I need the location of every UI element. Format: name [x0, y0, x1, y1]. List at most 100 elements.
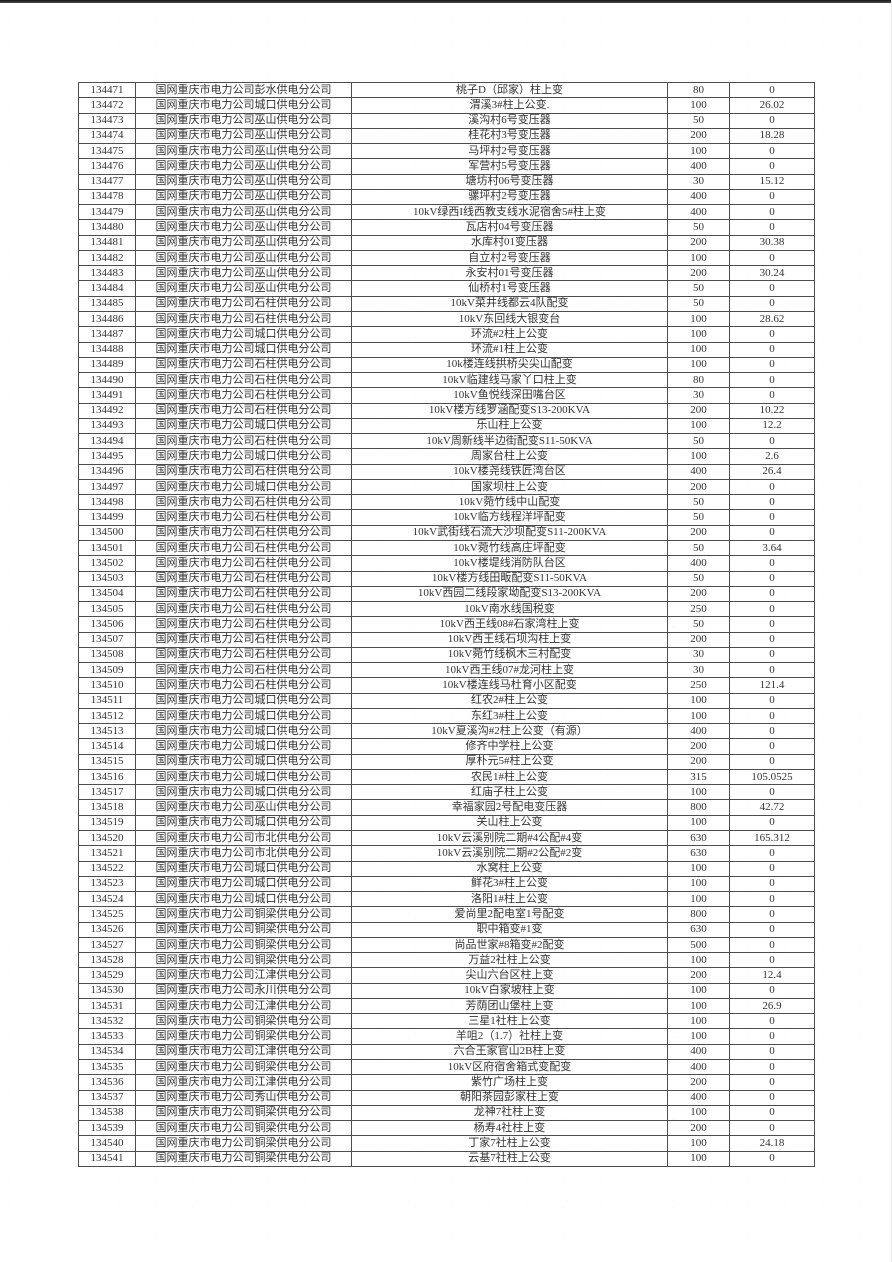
cell-device-name: 10kV楼方线田畈配变S11-50KVA	[351, 570, 668, 587]
table-row: 134485 国网重庆市电力公司石柱供电分公司 10kV菜井线都云4队配变 50 0	[78, 295, 815, 312]
cell-capacity: 100	[667, 97, 730, 114]
cell-metric: 0	[729, 387, 815, 404]
cell-capacity: 630	[667, 830, 730, 847]
cell-record-id: 134524	[78, 891, 136, 908]
table-row: 134482 国网重庆市电力公司巫山供电分公司 自立村2号变压器 100 0	[78, 249, 815, 267]
cell-capacity: 100	[667, 1135, 730, 1152]
cell-device-name: 10kV白家坡柱上变	[351, 982, 668, 999]
cell-record-id: 134489	[78, 356, 136, 374]
cell-device-name: 10kV东回线大银变台	[351, 310, 668, 328]
table-row: 134518 国网重庆市电力公司巫山供电分公司 幸福家园2号配电变压器 800 42.7…	[78, 799, 815, 816]
cell-metric: 0	[729, 356, 815, 374]
cell-company: 国网重庆市电力公司永川供电分公司	[135, 982, 352, 999]
cell-device-name: 马坪村2号变压器	[351, 143, 668, 160]
cell-company: 国网重庆市电力公司铜梁供电分公司	[135, 1013, 352, 1030]
cell-record-id: 134509	[78, 662, 136, 679]
cell-capacity: 50	[667, 295, 730, 312]
table-row: 134538 国网重庆市电力公司铜梁供电分公司 龙神7社柱上变 100 0	[78, 1104, 815, 1122]
cell-device-name: 10kV周新线半边街配变S11-50KVA	[351, 433, 668, 450]
cell-metric: 0	[729, 158, 815, 175]
cell-device-name: 10kV菀竹线高庄坪配变	[351, 539, 668, 557]
transformer-records-table: 134471 国网重庆市电力公司彭水供电分公司 桃子D（邱家）柱上变 80 0 13447…	[78, 81, 815, 1167]
cell-company: 国网重庆市电力公司城口供电分公司	[135, 875, 352, 893]
table-row: 134507 国网重庆市电力公司石柱供电分公司 10kV西王线石坝沟柱上变 200 0	[78, 631, 815, 648]
cell-device-name: 自立村2号变压器	[351, 249, 668, 267]
cell-record-id: 134529	[78, 967, 136, 984]
cell-device-name: 10kV临建线马家丫口柱上变	[351, 372, 668, 389]
cell-capacity: 400	[667, 1058, 730, 1076]
cell-metric: 0	[729, 249, 815, 267]
cell-capacity: 100	[667, 891, 730, 908]
table-row: 134520 国网重庆市电力公司市北供电分公司 10kV云溪别院二期#4公配#4变 6…	[78, 830, 815, 847]
cell-metric: 121.4	[729, 677, 815, 694]
cell-capacity: 50	[667, 219, 730, 236]
cell-record-id: 134500	[78, 524, 136, 541]
cell-record-id: 134506	[78, 616, 136, 633]
cell-metric: 0	[729, 1104, 815, 1122]
cell-metric: 12.2	[729, 417, 815, 435]
cell-metric: 0	[729, 921, 815, 938]
cell-capacity: 200	[667, 524, 730, 541]
cell-company: 国网重庆市电力公司城口供电分公司	[135, 860, 352, 877]
table-row: 134519 国网重庆市电力公司城口供电分公司 关山柱上公变 100 0	[78, 814, 815, 832]
table-row: 134539 国网重庆市电力公司铜梁供电分公司 杨寿4社柱上变 200 0	[78, 1120, 815, 1137]
cell-company: 国网重庆市电力公司市北供电分公司	[135, 830, 352, 847]
cell-company: 国网重庆市电力公司石柱供电分公司	[135, 601, 352, 618]
cell-company: 国网重庆市电力公司石柱供电分公司	[135, 433, 352, 450]
cell-record-id: 134492	[78, 402, 136, 419]
cell-device-name: 鲜花3#柱上公变	[351, 875, 668, 893]
table-row: 134481 国网重庆市电力公司巫山供电分公司 水库村01变压器 200 30.38	[78, 234, 815, 251]
cell-capacity: 100	[667, 814, 730, 832]
cell-company: 国网重庆市电力公司巫山供电分公司	[135, 127, 352, 145]
table-row: 134510 国网重庆市电力公司石柱供电分公司 10kV楼连线马杜育小区配变 250 1…	[78, 677, 815, 694]
table-row: 134511 国网重庆市电力公司城口供电分公司 红农2#柱上公变 100 0	[78, 692, 815, 709]
cell-device-name: 10kV菀竹线中山配变	[351, 494, 668, 511]
cell-metric: 0	[729, 570, 815, 587]
cell-capacity: 100	[667, 784, 730, 801]
cell-record-id: 134475	[78, 143, 136, 160]
cell-device-name: 10kV云溪别院二期#4公配#4变	[351, 830, 668, 847]
cell-company: 国网重庆市电力公司铜梁供电分公司	[135, 1028, 352, 1045]
cell-record-id: 134528	[78, 952, 136, 969]
cell-record-id: 134478	[78, 188, 136, 206]
cell-device-name: 10kV楼方线罗涵配变S13-200KVA	[351, 402, 668, 419]
cell-device-name: 桂花村3号变压器	[351, 127, 668, 145]
cell-metric: 0	[729, 982, 815, 999]
cell-device-name: 10kV西王线07#龙河柱上变	[351, 662, 668, 679]
table-row: 134479 国网重庆市电力公司巫山供电分公司 10kV绿西I线西教支线水泥宿舍5#…	[78, 204, 815, 221]
cell-capacity: 80	[667, 81, 730, 99]
cell-company: 国网重庆市电力公司石柱供电分公司	[135, 555, 352, 572]
table-row: 134530 国网重庆市电力公司永川供电分公司 10kV白家坡柱上变 100 0	[78, 982, 815, 999]
cell-record-id: 134493	[78, 417, 136, 435]
cell-capacity: 100	[667, 982, 730, 999]
cell-company: 国网重庆市电力公司石柱供电分公司	[135, 616, 352, 633]
cell-device-name: 周家台柱上公变	[351, 448, 668, 465]
cell-company: 国网重庆市电力公司石柱供电分公司	[135, 646, 352, 664]
cell-metric: 0	[729, 1150, 815, 1167]
cell-record-id: 134540	[78, 1135, 136, 1152]
cell-company: 国网重庆市电力公司铜梁供电分公司	[135, 936, 352, 954]
cell-capacity: 200	[667, 631, 730, 648]
cell-record-id: 134495	[78, 448, 136, 465]
table-row: 134528 国网重庆市电力公司铜梁供电分公司 万益2社柱上公变 100 0	[78, 952, 815, 969]
cell-device-name: 环流#1柱上公变	[351, 341, 668, 358]
cell-metric: 0	[729, 814, 815, 832]
cell-device-name: 桃子D（邱家）柱上变	[351, 81, 668, 99]
cell-company: 国网重庆市电力公司巫山供电分公司	[135, 173, 352, 190]
cell-metric: 26.02	[729, 97, 815, 114]
table-row: 134513 国网重庆市电力公司城口供电分公司 10kV夏溪沟#2柱上公变（有源） 4…	[78, 723, 815, 740]
cell-record-id: 134486	[78, 310, 136, 328]
cell-company: 国网重庆市电力公司城口供电分公司	[135, 738, 352, 755]
cell-device-name: 10kV楼尧线铁匠湾台区	[351, 463, 668, 480]
table-row: 134480 国网重庆市电力公司巫山供电分公司 瓦店村04号变压器 50 0	[78, 219, 815, 236]
cell-record-id: 134535	[78, 1058, 136, 1076]
cell-company: 国网重庆市电力公司石柱供电分公司	[135, 585, 352, 603]
cell-metric: 3.64	[729, 539, 815, 557]
cell-metric: 26.9	[729, 997, 815, 1015]
cell-company: 国网重庆市电力公司石柱供电分公司	[135, 677, 352, 694]
cell-record-id: 134497	[78, 478, 136, 496]
cell-company: 国网重庆市电力公司巫山供电分公司	[135, 143, 352, 160]
cell-metric: 0	[729, 723, 815, 740]
cell-capacity: 100	[667, 326, 730, 343]
cell-record-id: 134484	[78, 280, 136, 297]
